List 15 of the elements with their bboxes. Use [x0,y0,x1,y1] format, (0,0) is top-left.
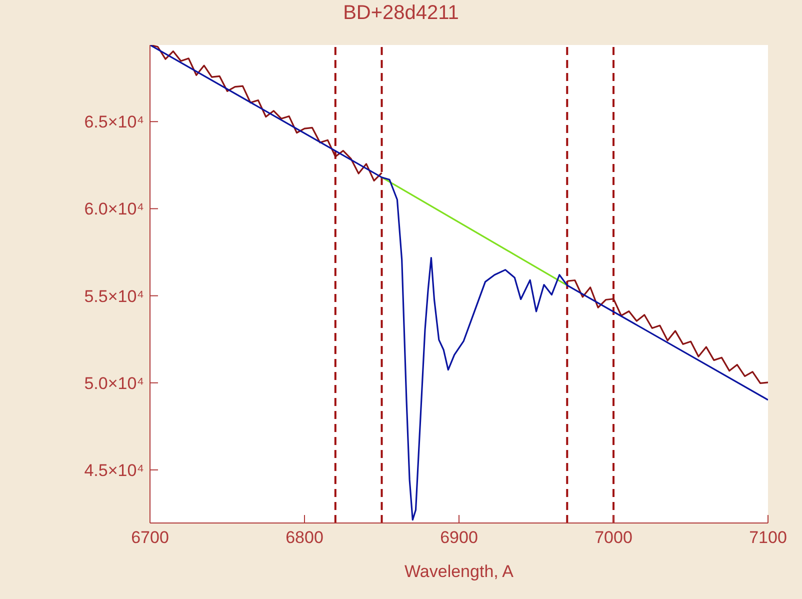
x-tick-label: 6700 [131,528,169,548]
x-tick-label: 6900 [440,528,478,548]
x-tick-label: 6800 [286,528,324,548]
line-series [150,45,383,182]
y-tick-label: 5.5×10⁴ [84,286,144,306]
y-tick-label: 4.5×10⁴ [84,460,144,480]
line-series [566,279,768,384]
chart-title: BD+28d4211 [342,2,460,25]
y-tick-label: 6.5×10⁴ [84,112,144,132]
line-series [150,45,768,521]
x-axis-title: Wavelength, A [404,562,514,581]
y-tick-label: 5.0×10⁴ [84,374,144,393]
y-tick-label: 6.0×10⁴ [84,200,144,219]
x-tick-label: 7000 [594,528,632,548]
x-tick-label: 7100 [749,528,787,548]
